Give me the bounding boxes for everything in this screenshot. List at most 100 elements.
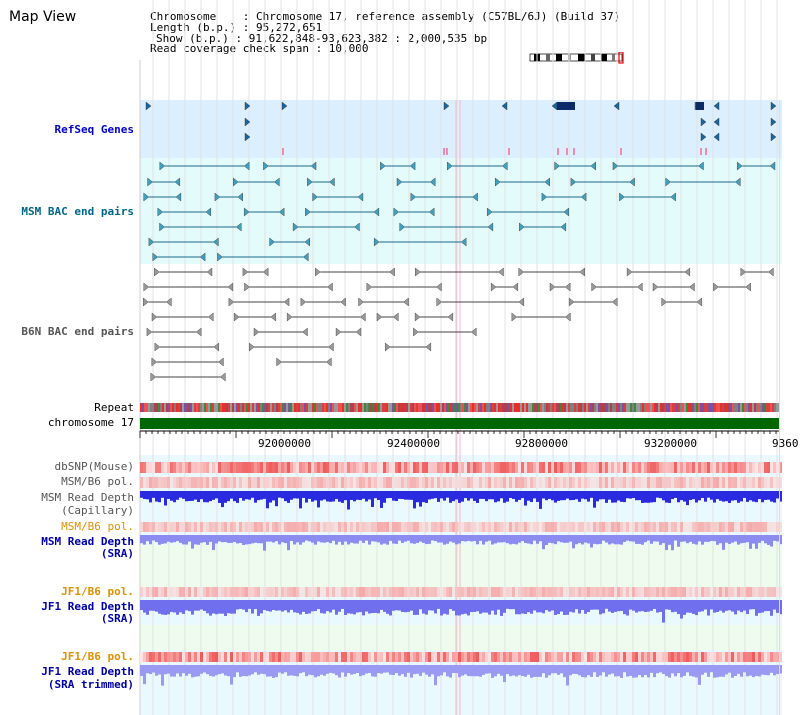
depth-bar	[212, 491, 215, 500]
label-repeat[interactable]: Repeat	[94, 401, 134, 414]
heat-cell	[434, 522, 437, 532]
depth-bar	[701, 535, 704, 545]
heat-cell	[167, 652, 170, 662]
depth-bar	[398, 535, 401, 541]
depth-bar	[512, 491, 515, 499]
heat-cell	[524, 587, 527, 597]
heat-cell	[572, 587, 575, 597]
depth-bar	[215, 600, 218, 615]
depth-bar	[437, 491, 440, 502]
depth-bar	[278, 491, 281, 498]
repeat-segment	[180, 403, 182, 412]
gene-marker	[770, 101, 777, 111]
heat-cell	[545, 477, 548, 488]
label-msm-read-depth-capillary[interactable]: MSM Read Depth	[41, 491, 134, 504]
heat-cell	[545, 652, 548, 662]
depth-bar	[617, 491, 620, 501]
depth-bar	[500, 491, 503, 499]
depth-bar	[314, 665, 317, 678]
heat-cell	[500, 522, 503, 532]
label-chromosome[interactable]: chromosome 17	[47, 416, 134, 429]
label-jf1-b6-pol-2[interactable]: JF1/B6 pol.	[61, 650, 134, 663]
depth-bar	[695, 491, 698, 503]
heat-cell	[254, 522, 257, 532]
depth-bar	[491, 600, 494, 611]
label-dbsnp[interactable]: dbSNP(Mouse)	[54, 460, 134, 473]
heat-cell	[362, 462, 365, 473]
heat-cell	[701, 587, 704, 597]
depth-bar	[431, 665, 434, 675]
depth-bar	[152, 600, 155, 611]
heat-cell	[518, 522, 521, 532]
heat-cell	[152, 587, 155, 597]
bac-end	[310, 161, 317, 171]
heat-cell	[356, 462, 359, 473]
repeat-segment	[738, 403, 740, 412]
heat-cell	[641, 477, 644, 488]
repeat-segment	[344, 403, 346, 412]
label-jf1-read-depth-trimmed[interactable]: JF1 Read Depth	[41, 665, 134, 678]
depth-bar	[578, 600, 581, 614]
depth-bar	[257, 600, 260, 616]
repeat-segment	[632, 403, 634, 412]
heat-cell	[335, 652, 338, 662]
depth-bar	[350, 665, 353, 675]
heat-cell	[677, 587, 680, 597]
depth-bar	[398, 600, 401, 611]
bac-end	[154, 267, 160, 277]
depth-bar	[755, 491, 758, 503]
heat-cell	[632, 587, 635, 597]
depth-bar	[182, 491, 185, 499]
depth-bar	[209, 665, 212, 676]
label-msm-b6-pol-1[interactable]: MSM/B6 pol.	[61, 475, 134, 488]
bac-end	[436, 282, 442, 292]
label-b6n-bac-end-pairs[interactable]: B6N BAC end pairs	[21, 325, 134, 338]
heat-cell	[287, 587, 290, 597]
label-jf1-b6-pol-1[interactable]: JF1/B6 pol.	[61, 585, 134, 598]
depth-bar	[197, 600, 200, 611]
heat-cell	[254, 462, 257, 473]
depth-bar	[311, 491, 314, 502]
heat-cell	[536, 652, 539, 662]
depth-bar	[536, 491, 539, 502]
depth-bar	[188, 491, 191, 502]
depth-bar	[368, 535, 371, 545]
depth-bar	[611, 491, 614, 503]
heat-cell	[503, 587, 506, 597]
label-jf1-read-depth-sra[interactable]: JF1 Read Depth	[41, 600, 134, 613]
depth-bar	[695, 665, 698, 678]
repeat-segment	[592, 403, 594, 412]
heat-cell	[428, 477, 431, 488]
label-msm-read-depth-sra[interactable]: MSM Read Depth	[41, 535, 134, 548]
heat-cell	[605, 462, 608, 473]
heat-cell	[560, 462, 563, 473]
heat-cell	[716, 462, 719, 473]
heat-cell	[758, 477, 761, 488]
heat-cell	[689, 477, 692, 488]
repeat-segment	[728, 403, 730, 412]
label-refseq-genes[interactable]: RefSeq Genes	[54, 123, 134, 136]
bac-end	[498, 267, 504, 277]
heat-cell	[668, 462, 671, 473]
repeat-segment	[558, 403, 560, 412]
heat-cell	[407, 462, 410, 473]
depth-bar	[740, 600, 743, 613]
depth-bar	[581, 600, 584, 610]
heat-cell	[698, 477, 701, 488]
depth-bar	[254, 491, 257, 503]
depth-bar	[500, 535, 503, 543]
heat-cell	[356, 522, 359, 532]
depth-bar	[173, 491, 176, 503]
heat-cell	[203, 522, 206, 532]
heat-cell	[713, 652, 716, 662]
label-msm-bac-end-pairs[interactable]: MSM BAC end pairs	[21, 205, 134, 218]
depth-bar	[161, 665, 164, 686]
refseq-track-area[interactable]	[140, 100, 782, 158]
heat-cell	[248, 522, 251, 532]
label-msm-b6-pol-2[interactable]: MSM/B6 pol.	[61, 520, 134, 533]
depth-bar	[353, 491, 356, 502]
depth-bar	[314, 535, 317, 545]
repeat-segment	[426, 403, 428, 412]
repeat-segment	[708, 403, 710, 412]
